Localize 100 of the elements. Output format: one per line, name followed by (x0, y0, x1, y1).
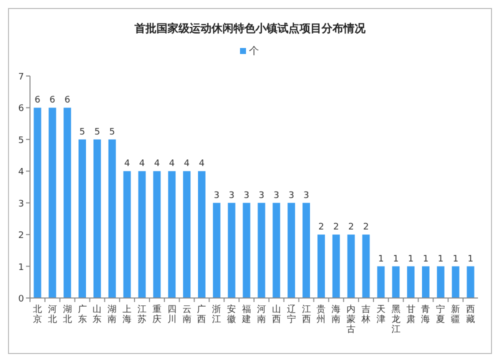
bar (93, 139, 101, 298)
x-tick-label: 北京 (32, 304, 42, 325)
x-tick-label: 江苏 (138, 304, 146, 325)
data-label: 2 (348, 222, 354, 233)
x-tick-label: 上海 (122, 304, 132, 325)
data-label: 1 (468, 254, 474, 264)
x-tick-label: 浙江 (212, 304, 222, 325)
bar (288, 202, 296, 298)
x-tick-label: 青海 (421, 304, 430, 325)
x-tick-label: 福建 (241, 304, 252, 325)
bar (466, 266, 474, 298)
x-tick-label: 吉林 (360, 304, 370, 325)
data-label: 1 (422, 254, 429, 264)
data-label: 3 (244, 190, 250, 201)
bar (168, 171, 176, 298)
bar (272, 202, 280, 298)
data-label: 4 (169, 159, 175, 170)
x-tick-label: 内蒙古 (346, 304, 356, 335)
data-label: 6 (64, 96, 70, 106)
bar (228, 202, 236, 298)
y-tick-label: 2 (18, 231, 24, 242)
data-label: 4 (124, 159, 130, 170)
bar (48, 108, 56, 298)
x-tick-label: 海南 (332, 304, 341, 325)
data-label: 1 (438, 254, 444, 264)
bar (392, 266, 400, 298)
bar (64, 108, 72, 298)
data-label: 3 (274, 190, 280, 201)
bar (212, 202, 220, 298)
data-label: 3 (214, 190, 220, 201)
data-label: 1 (408, 254, 414, 264)
bar (452, 266, 460, 298)
x-tick-label: 辽宁 (286, 304, 296, 325)
data-label: 2 (318, 222, 324, 233)
x-tick-label: 云南 (182, 305, 192, 325)
x-tick-label: 黑龙江 (391, 304, 400, 335)
data-label: 6 (34, 96, 41, 106)
bar (198, 171, 206, 298)
x-tick-label: 天津 (376, 304, 386, 325)
x-tick-label: 四川 (167, 305, 176, 325)
x-tick-label: 河北 (48, 304, 57, 325)
bar (317, 234, 325, 298)
bar (153, 171, 161, 298)
bar (78, 139, 86, 298)
x-tick-label: 山西 (272, 304, 281, 325)
data-label: 3 (303, 190, 310, 201)
data-label: 4 (139, 159, 146, 170)
y-tick-label: 5 (18, 136, 24, 146)
x-tick-label: 湖北 (62, 304, 72, 325)
bar (407, 266, 415, 298)
data-label: 5 (94, 127, 100, 138)
data-label: 3 (288, 190, 294, 201)
chart-title: 首批国家级运动休闲特色小镇试点项目分布情况 (134, 22, 366, 35)
x-tick-label: 宁夏 (436, 304, 446, 325)
data-label: 2 (363, 222, 369, 233)
data-label: 2 (333, 222, 339, 233)
y-tick-label: 1 (18, 262, 24, 273)
y-tick-label: 4 (18, 168, 24, 178)
bar (258, 202, 266, 298)
data-label: 1 (378, 254, 384, 264)
bar (362, 234, 370, 298)
x-tick-label: 甘肃 (406, 304, 416, 325)
bar (34, 108, 42, 298)
data-label: 5 (79, 127, 86, 138)
x-tick-label: 广东 (78, 304, 87, 325)
x-tick-label: 重庆 (152, 304, 162, 325)
bar (123, 171, 131, 298)
y-tick-label: 6 (18, 104, 24, 114)
legend-label: 个 (249, 45, 259, 57)
bar (183, 171, 191, 298)
x-tick-label: 安徽 (227, 304, 236, 325)
x-tick-label: 江西 (302, 304, 311, 325)
x-tick-label: 西藏 (466, 305, 476, 325)
x-tick-label: 湖南 (108, 304, 117, 325)
data-label: 5 (109, 127, 115, 138)
x-tick-label: 山东 (92, 304, 102, 325)
data-label: 6 (50, 96, 56, 106)
x-tick-label: 贵州 (316, 304, 326, 325)
x-tick-label: 河南 (256, 304, 266, 325)
y-tick-label: 7 (18, 72, 24, 82)
bar (302, 202, 310, 298)
y-tick-label: 0 (18, 294, 24, 304)
bar (422, 266, 430, 298)
bar (436, 266, 444, 298)
x-tick-label: 新疆 (451, 304, 460, 325)
data-label: 1 (393, 254, 399, 264)
bar (242, 202, 250, 298)
bar (347, 234, 355, 298)
data-label: 4 (154, 159, 160, 170)
data-label: 3 (228, 190, 234, 201)
data-label: 4 (184, 159, 190, 170)
x-tick-label: 广西 (197, 304, 206, 325)
bar (138, 171, 146, 298)
data-label: 3 (258, 190, 264, 201)
data-label: 4 (198, 159, 205, 170)
bar (332, 234, 340, 298)
bar (377, 266, 385, 298)
bar (108, 139, 116, 298)
data-label: 1 (452, 254, 458, 264)
y-tick-label: 3 (18, 199, 24, 210)
